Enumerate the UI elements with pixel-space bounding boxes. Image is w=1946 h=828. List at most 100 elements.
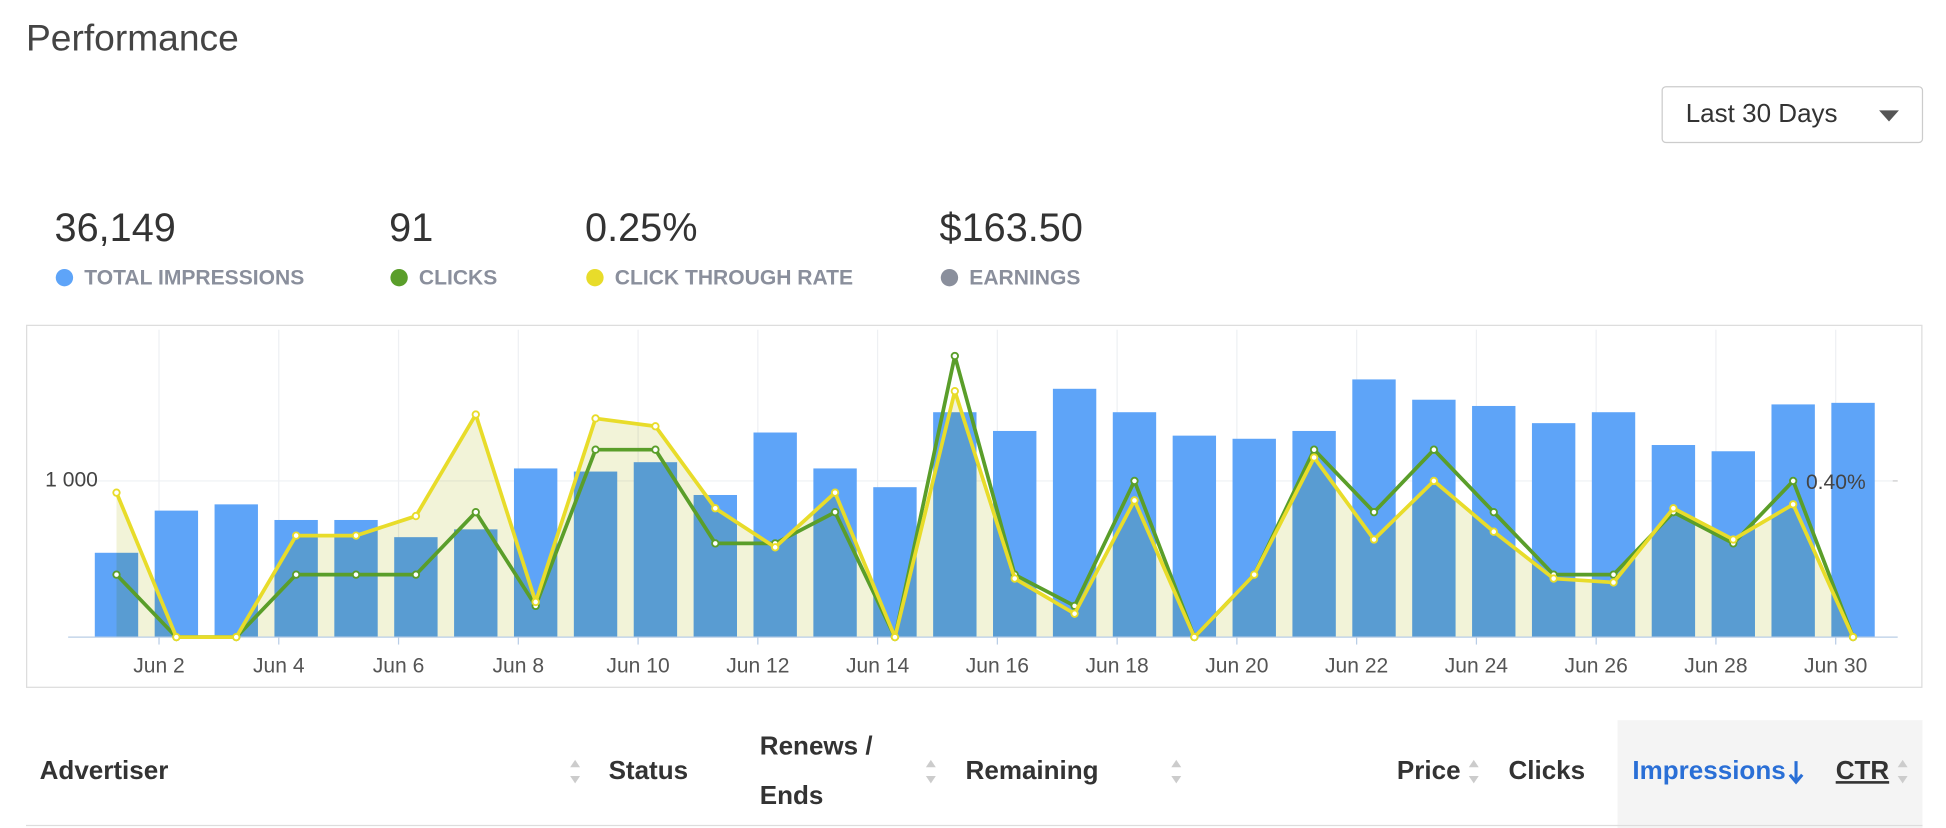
point [1369, 508, 1379, 517]
point [1609, 570, 1618, 579]
x-tick-label: Jun 26 [1565, 654, 1628, 677]
x-tick-label: Jun 16 [966, 654, 1029, 677]
x-tick-label: Jun 20 [1205, 654, 1268, 677]
point [471, 508, 480, 517]
point [651, 422, 660, 431]
sort-icon[interactable] [1468, 759, 1479, 784]
point [1309, 445, 1319, 454]
point [890, 632, 900, 642]
point [1789, 500, 1798, 509]
stat-label: CLICKS [419, 266, 497, 289]
point [1250, 570, 1259, 579]
x-tick-label: Jun 8 [493, 654, 545, 677]
point [1010, 574, 1019, 583]
stat-label: TOTAL IMPRESSIONS [84, 266, 304, 289]
point [1669, 504, 1678, 513]
y-tick-label: 1 000 [45, 468, 98, 491]
stat-value: 91 [389, 206, 433, 250]
column-header[interactable]: Advertiser [40, 755, 169, 785]
point [291, 570, 301, 579]
x-tick-label: Jun 2 [133, 654, 185, 677]
point [172, 632, 181, 642]
stat-value: 36,149 [55, 206, 176, 250]
point [1489, 527, 1498, 536]
column-header[interactable]: Remaining [966, 755, 1099, 785]
x-tick-label: Jun 14 [846, 654, 910, 677]
point [1609, 578, 1618, 587]
column-header[interactable]: Ends [760, 780, 824, 810]
area [116, 391, 1854, 638]
point [112, 570, 121, 579]
x-tick-label: Jun 24 [1445, 654, 1509, 677]
range-dropdown[interactable]: Last 30 Days [1661, 86, 1924, 144]
point [1130, 476, 1139, 486]
point [950, 351, 959, 361]
stat-dot [940, 268, 959, 287]
stat-dot [390, 268, 408, 287]
point [1309, 453, 1319, 462]
point [471, 410, 480, 419]
dropdown-label[interactable]: Last 30 Days [1686, 98, 1838, 128]
column-header[interactable]: Clicks [1508, 755, 1585, 785]
point [771, 543, 780, 552]
point [1489, 508, 1498, 517]
stat-dot [55, 268, 74, 287]
dropdown-caret[interactable] [1879, 110, 1899, 122]
sorted-column-bg [1617, 720, 1923, 828]
x-tick-label: Jun 30 [1804, 654, 1867, 677]
point [1848, 632, 1858, 642]
x-tick-label: Jun 18 [1085, 654, 1148, 677]
point [950, 386, 959, 396]
point [830, 488, 840, 497]
stat-label: CLICK THROUGH RATE [615, 266, 853, 289]
stat-value: $163.50 [940, 206, 1083, 250]
point [651, 445, 660, 454]
point [1789, 476, 1798, 486]
point [232, 632, 241, 642]
sort-icon[interactable] [925, 759, 936, 784]
point [1429, 476, 1439, 486]
point [411, 570, 421, 579]
column-header[interactable]: Price [1397, 755, 1461, 785]
column-header[interactable]: Impressions [1632, 755, 1785, 785]
x-tick-label: Jun 10 [606, 654, 669, 677]
x-tick-label: Jun 22 [1325, 654, 1388, 677]
point [1070, 609, 1079, 618]
point [711, 539, 720, 548]
point [591, 445, 600, 454]
sort-icon[interactable] [570, 759, 581, 784]
stat-dot [586, 268, 604, 287]
x-tick-label: Jun 28 [1684, 654, 1747, 677]
x-tick-label: Jun 4 [253, 654, 305, 677]
point [351, 531, 361, 540]
point [1190, 632, 1199, 642]
point [1729, 535, 1738, 544]
point [531, 597, 540, 607]
sort-icon[interactable] [1897, 759, 1908, 784]
point [591, 414, 600, 423]
point [351, 570, 361, 579]
point [1130, 496, 1139, 505]
line [115, 354, 1855, 639]
column-header[interactable]: Status [609, 755, 689, 785]
stat-label: EARNINGS [969, 266, 1080, 289]
column-header[interactable]: CTR [1836, 755, 1890, 785]
sort-icon[interactable] [1171, 759, 1182, 784]
point [711, 504, 720, 513]
point [830, 508, 840, 517]
line [114, 389, 1855, 639]
y2-tick-label: 0.40% [1806, 471, 1866, 494]
dropdown-box[interactable] [1661, 86, 1924, 144]
stat-value: 0.25% [585, 206, 697, 250]
x-tick-label: Jun 6 [373, 654, 425, 677]
sort-arrow[interactable] [1788, 761, 1804, 785]
column-header[interactable]: Renews / [760, 730, 873, 760]
point [291, 531, 301, 540]
point [1549, 574, 1558, 583]
page-title: Performance [26, 17, 239, 59]
point [112, 488, 121, 497]
point [411, 511, 421, 521]
point [1369, 535, 1379, 544]
